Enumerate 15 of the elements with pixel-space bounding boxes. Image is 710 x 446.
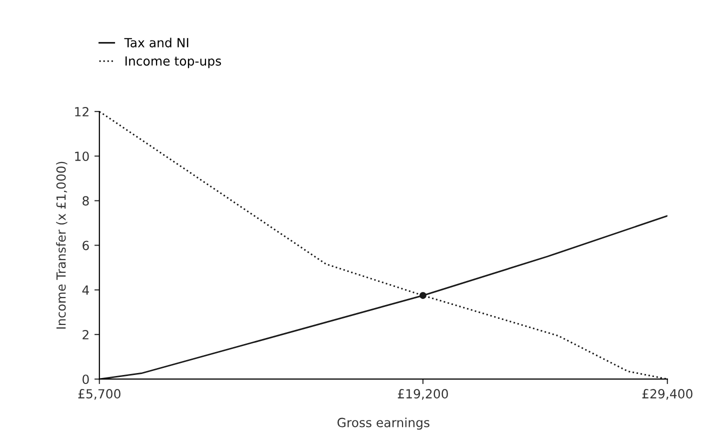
y-tick-label: 8 <box>82 196 89 206</box>
y-tick-label: 12 <box>75 106 88 116</box>
line-series <box>99 112 668 380</box>
y-tick-label: 2 <box>82 330 88 340</box>
legend-label: Income top-ups <box>126 56 222 68</box>
x-axis-title: Gross earnings <box>337 418 430 430</box>
y-tick-label: 4 <box>82 286 89 295</box>
x-tick-label: £29,400 <box>642 389 692 400</box>
x-tick-label: £19,200 <box>398 389 448 400</box>
x-tick-label: £5,700 <box>78 389 120 400</box>
legend-label: Tax and NI <box>124 38 188 48</box>
y-tick-label: 10 <box>75 152 89 162</box>
y-tick-label: 6 <box>82 240 89 250</box>
y-tick-label: 0 <box>82 374 89 384</box>
y-axis-title: Income Transfer (x £1,000) <box>56 162 68 329</box>
